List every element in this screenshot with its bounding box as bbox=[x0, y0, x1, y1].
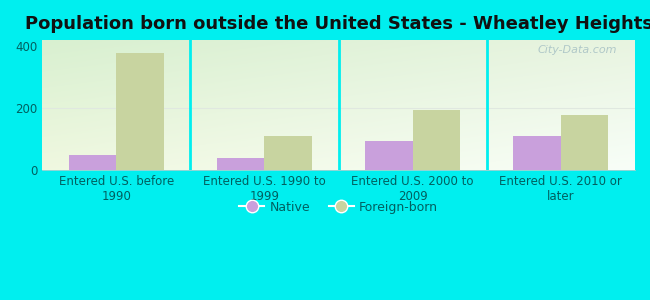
Bar bbox=[413, 110, 460, 170]
Title: Population born outside the United States - Wheatley Heights: Population born outside the United State… bbox=[25, 15, 650, 33]
Legend: Native, Foreign-born: Native, Foreign-born bbox=[235, 196, 443, 219]
Bar bbox=[365, 141, 413, 170]
Bar bbox=[561, 115, 608, 170]
Bar bbox=[265, 136, 312, 170]
Bar bbox=[116, 52, 164, 170]
Bar bbox=[514, 136, 561, 170]
Text: City-Data.com: City-Data.com bbox=[538, 45, 618, 55]
Bar bbox=[217, 158, 265, 170]
Bar bbox=[69, 155, 116, 170]
